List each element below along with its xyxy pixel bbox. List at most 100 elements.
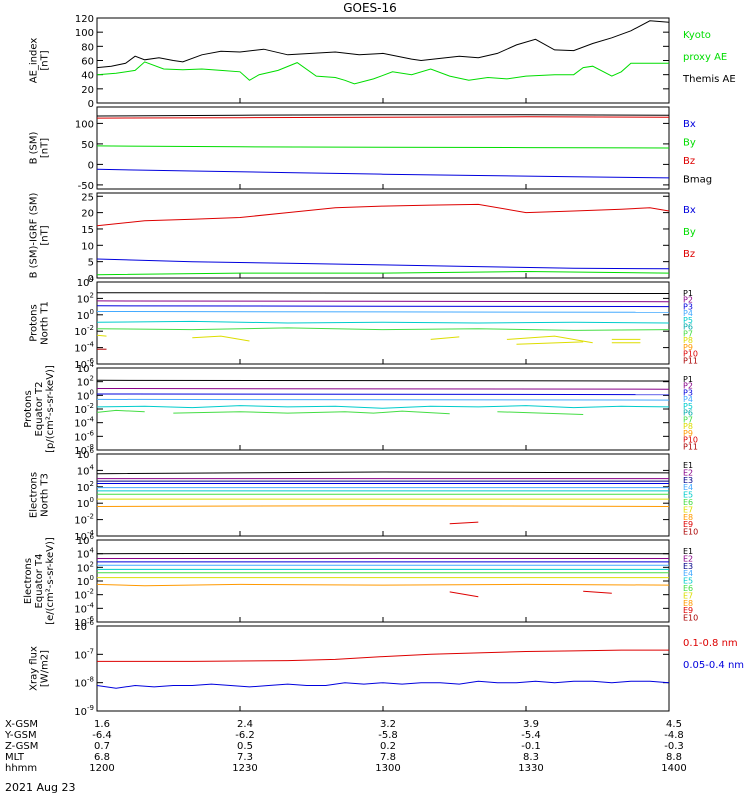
legend-entry: Bmag (683, 175, 712, 186)
legend-entry: P7 (683, 415, 693, 424)
y-tick-label: 10-2 (74, 324, 94, 338)
series-line (96, 258, 670, 270)
series-line (96, 145, 670, 149)
x-tick-value: -0.3 (664, 741, 684, 752)
legend-entry: P3 (683, 388, 693, 397)
y-axis-label: B (SM) (29, 131, 40, 164)
series-line (506, 335, 593, 344)
x-tick-value: 7.3 (237, 752, 253, 763)
series-line (96, 327, 670, 331)
legend-entry: E5 (683, 577, 693, 586)
series-line (96, 305, 670, 308)
y-tick-label: 10-4 (74, 529, 94, 543)
y-tick-label: 10-6 (74, 619, 94, 633)
y-axis-label: B (SM)-IGRF (SM) (29, 193, 40, 279)
series-line (96, 393, 670, 396)
y-tick-label: 20 (81, 85, 94, 96)
legend-entry: P6 (683, 323, 693, 332)
series-line (96, 680, 670, 689)
y-tick-label: 10-4 (74, 341, 94, 355)
y-axis-label: AE_index (29, 38, 40, 84)
legend-entry: Bz (683, 156, 695, 167)
series-line (96, 409, 145, 413)
legend-entry: P8 (683, 422, 693, 431)
y-axis-label: North T3 (40, 473, 51, 517)
y-tick-label: 102 (77, 480, 94, 494)
series-line (96, 20, 670, 69)
x-tick-value: 1400 (661, 763, 686, 774)
panel-frame (96, 281, 670, 365)
y-tick-label: 104 (77, 547, 95, 561)
legend-entry: E7 (683, 591, 693, 600)
x-tick-value: -4.8 (664, 730, 684, 741)
x-tick-value: 3.9 (523, 719, 539, 730)
series-line (96, 471, 670, 475)
panel-ae: 0 20 40 60 80 100 120 AE_index [nT] Kyoto proxy AE… (29, 14, 736, 110)
series-line (96, 398, 670, 401)
legend-entry: E6 (683, 584, 693, 593)
legend-entry: P10 (683, 350, 698, 359)
legend-entry: By (683, 138, 696, 149)
legend-entry: P4 (683, 309, 693, 318)
panel-xray: 10-9 10-8 10-7 10-6 Xray flux [W/m2] 0.1-0.8 n… (29, 619, 745, 718)
x-tick-value: 3.2 (380, 719, 396, 730)
x-tick-value: 0.2 (380, 741, 396, 752)
date-label: 2021 Aug 23 (5, 781, 75, 794)
legend-entry: P1 (683, 289, 693, 298)
y-axis-label: [nT] (40, 225, 51, 245)
legend-entry: P10 (683, 436, 698, 445)
y-tick-label: 5 (88, 258, 94, 269)
y-tick-label: 0 (88, 99, 94, 110)
series-line (96, 583, 670, 587)
x-tick-value: 1200 (89, 763, 114, 774)
y-tick-label: 10-8 (74, 443, 94, 457)
series-line (96, 168, 670, 179)
legend-entry: P5 (683, 402, 693, 411)
legend-entry: P9 (683, 429, 693, 438)
series-line (96, 270, 670, 276)
series-line (96, 311, 670, 313)
legend-entry: P5 (683, 316, 693, 325)
legend-entry: 0.05-0.4 nm (683, 660, 744, 671)
series-line (96, 114, 670, 117)
y-tick-label: -50 (78, 181, 94, 192)
y-tick-label: 25 (81, 192, 94, 203)
x-row-label: Z-GSM (5, 741, 38, 752)
y-axis-label: Protons (29, 304, 40, 341)
legend-entry: E6 (683, 498, 693, 507)
legend-entry: P2 (683, 296, 693, 305)
legend-entry: E2 (683, 468, 693, 477)
x-tick-value: 0.5 (237, 741, 253, 752)
legend-entry: P11 (683, 442, 698, 451)
series-line (449, 521, 479, 525)
series-line (449, 591, 479, 598)
legend-entry: E4 (683, 569, 693, 578)
y-tick-label: 100 (77, 574, 94, 588)
panel-protons_t1: 10-6 10-4 10-2 100 102 104 Protons North T1 P1P2… (29, 275, 699, 371)
series-line (430, 336, 460, 340)
legend-entry: P7 (683, 329, 693, 338)
y-axis-label: Electrons (23, 558, 34, 604)
y-tick-label: 0 (88, 274, 94, 285)
legend-entry: Bz (683, 249, 695, 260)
y-tick-label: 50 (81, 140, 94, 151)
x-tick-value: -6.4 (92, 730, 112, 741)
y-tick-label: 10-2 (74, 402, 94, 416)
series-line (96, 116, 670, 119)
x-tick-value: 8.8 (666, 752, 682, 763)
panel-bigrf: 0 5 10 15 20 25 B (SM)-IGRF (SM) [nT] Bx By Bz (29, 192, 696, 285)
y-tick-label: 80 (81, 42, 94, 53)
x-tick-value: 6.8 (94, 752, 110, 763)
legend-entry: P3 (683, 302, 693, 311)
x-tick-value: 1230 (232, 763, 257, 774)
x-tick-value: 7.8 (380, 752, 396, 763)
y-axis-label: Equator T2 (34, 382, 45, 437)
panel-frame (96, 453, 670, 537)
y-axis-label: [p/(cm²-s-sr-keV)] (45, 365, 56, 453)
legend-entry: proxy AE (683, 52, 727, 63)
series-line (97, 649, 669, 662)
series-line (96, 505, 670, 507)
